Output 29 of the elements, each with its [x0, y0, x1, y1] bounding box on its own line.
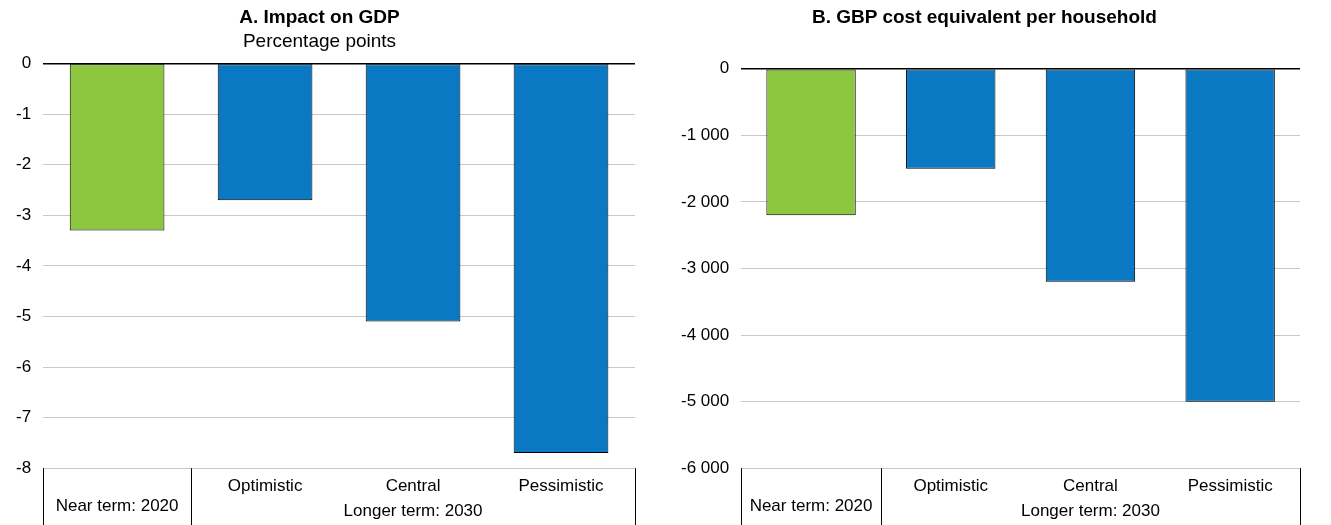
x-tick-label: Pessimistic	[518, 476, 605, 496]
y-tick-label: -3 000	[681, 258, 730, 278]
y-tick-label: -4 000	[681, 324, 730, 344]
chart-title: B. GBP cost equivalent per household	[812, 5, 1157, 27]
y-tick-label: 0	[719, 58, 730, 78]
y-tick-label: -5	[15, 306, 32, 326]
x-tick-label: Central	[385, 476, 441, 496]
y-tick-label: -1 000	[681, 125, 730, 145]
x-tick-label: Central	[1063, 476, 1118, 496]
x-tick-label: Near term: 2020	[55, 496, 179, 516]
y-tick-label: -7	[15, 407, 32, 427]
y-tick-label: 0	[21, 53, 32, 73]
x-tick-label: Optimistic	[227, 476, 303, 496]
y-tick-label: -8	[15, 457, 32, 477]
x-tick-label: Near term: 2020	[749, 496, 873, 516]
y-tick-label: -4	[15, 255, 32, 275]
x-tick-label: Optimistic	[913, 476, 989, 496]
y-tick-label: -2	[15, 154, 32, 174]
y-tick-label: -6 000	[681, 457, 730, 477]
y-tick-label: -3	[15, 205, 32, 225]
x-tick-label: Pessimistic	[1187, 476, 1274, 496]
y-tick-label: -2 000	[681, 191, 730, 211]
y-tick-label: -6	[15, 356, 32, 376]
y-tick-label: -1	[15, 103, 32, 123]
text: Longer term: 2030	[1020, 500, 1160, 520]
text: Longer term: 2030	[343, 500, 483, 520]
chart-subtitle: Percentage points	[242, 30, 397, 52]
chart-title: A. Impact on GDP	[239, 5, 401, 27]
y-tick-label: -5 000	[681, 391, 730, 411]
